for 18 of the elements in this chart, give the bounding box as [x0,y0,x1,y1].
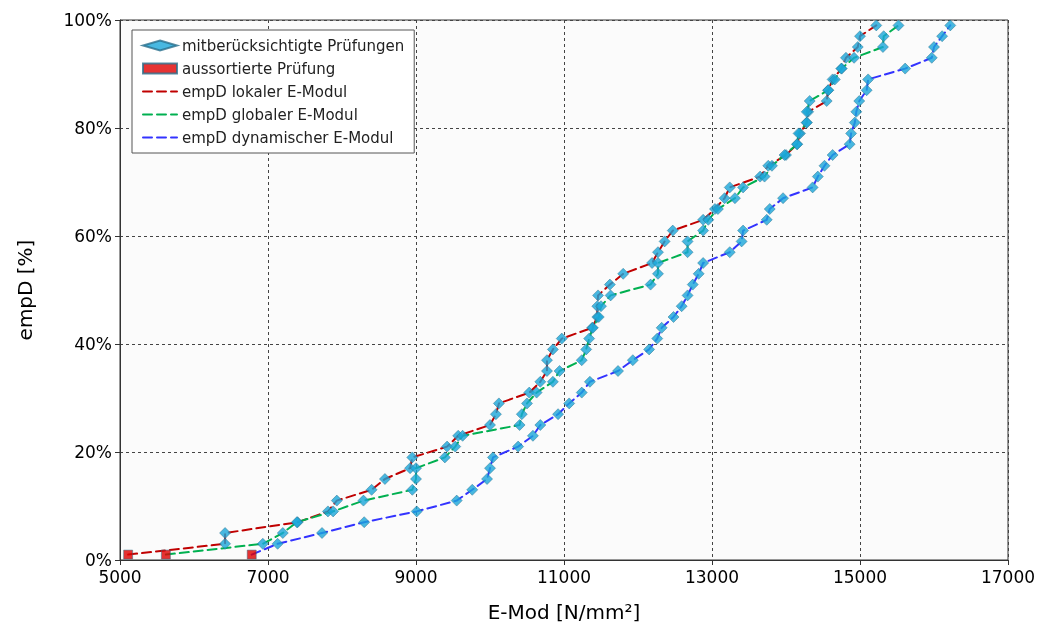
legend-label: empD dynamischer E-Modul [182,128,394,147]
y-axis-title: empD [%] [13,239,37,341]
x-axis-title: E-Mod [N/mm²] [487,600,641,624]
x-tick-label: 13000 [684,566,740,587]
x-tick-label: 7000 [246,566,290,587]
legend-label: mitberücksichtigte Prüfungen [182,36,405,55]
x-tick-label: 15000 [832,566,888,587]
x-tick-label: 17000 [980,566,1036,587]
y-tick-label: 100% [63,10,112,30]
y-tick-label: 40% [74,334,112,354]
y-tick-label: 60% [74,226,112,246]
x-tick-label: 11000 [536,566,592,587]
y-tick-label: 20% [74,442,112,462]
legend-label: empD lokaler E-Modul [182,82,348,101]
legend-label: empD globaler E-Modul [182,105,358,124]
x-tick-label: 9000 [394,566,438,587]
y-tick-label: 80% [74,118,112,138]
legend-label: aussortierte Prüfung [182,59,336,78]
